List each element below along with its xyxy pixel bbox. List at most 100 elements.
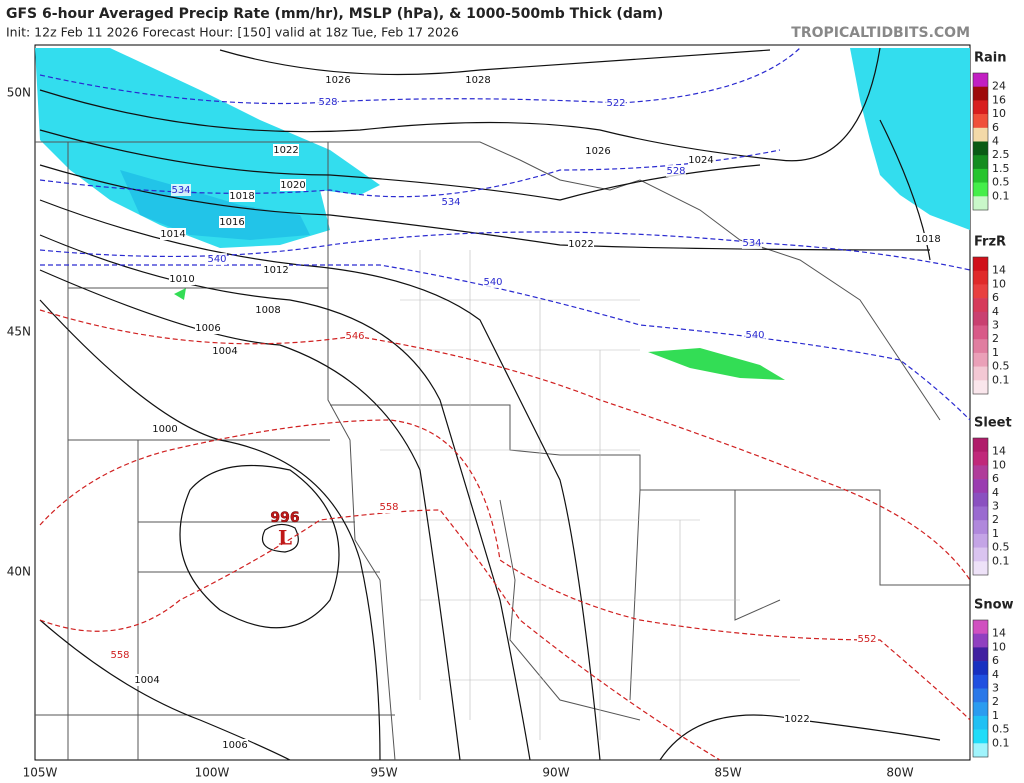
legend-level: 1 xyxy=(992,709,999,722)
legend-level: 2 xyxy=(992,332,999,345)
borders xyxy=(35,141,970,761)
thickness-label-bg xyxy=(666,165,686,177)
legend-swatch xyxy=(973,661,988,676)
legend-frame xyxy=(972,72,989,211)
legend-level: 6 xyxy=(992,291,999,304)
isobar-label: 1004 xyxy=(134,675,159,686)
thickness-label-bg xyxy=(441,196,461,208)
thickness-label-bg xyxy=(606,97,626,109)
legend-level: 1 xyxy=(992,346,999,359)
legend-swatch xyxy=(973,284,988,299)
legend-level: 0.1 xyxy=(992,373,1010,386)
legend-swatch xyxy=(973,506,988,521)
legend-title: Sleet xyxy=(974,416,1012,431)
legend-level: 2 xyxy=(992,513,999,526)
legend-level: 10 xyxy=(992,640,1006,653)
isobar-label: 1020 xyxy=(280,180,305,191)
legend-swatch xyxy=(973,647,988,662)
legend-level: 1 xyxy=(992,527,999,540)
legend-swatch xyxy=(973,451,988,466)
thickness-label-bg xyxy=(483,276,503,288)
legend-swatch xyxy=(973,688,988,703)
thickness-label: 534 xyxy=(441,197,460,208)
longitude-label: 85W xyxy=(714,766,741,780)
legend-level: 3 xyxy=(992,319,999,332)
latitude-label: 50N xyxy=(7,86,31,100)
longitude-label: 100W xyxy=(195,766,230,780)
rain-spot xyxy=(174,288,186,300)
legend-level: 6 xyxy=(992,654,999,667)
longitude-label: 105W xyxy=(23,766,58,780)
low-pressure-symbol: L xyxy=(278,526,292,550)
thickness-label: 540 xyxy=(745,330,764,341)
isobar-label-bg xyxy=(255,304,281,316)
isobar-label-bg xyxy=(280,179,306,191)
map-area: 50N 45N 40N 105W 100W 95W 90W 85W 80W 1026 1028 102… xyxy=(7,44,971,780)
legend-swatch xyxy=(973,141,988,156)
legend-level: 2.5 xyxy=(992,148,1010,161)
legend-swatch xyxy=(973,492,988,507)
isobar-label: 1016 xyxy=(219,217,244,228)
legend-swatch xyxy=(973,298,988,313)
legend-level: 4 xyxy=(992,305,999,318)
latitude-label: 45N xyxy=(7,325,31,339)
thickness-label: 534 xyxy=(742,238,761,249)
isobar-label: 1010 xyxy=(169,274,194,285)
isobar-label: 1012 xyxy=(263,265,288,276)
rain-area xyxy=(850,48,970,230)
site-credit: TROPICALTIDBITS.COM xyxy=(791,25,970,41)
legend-swatch xyxy=(973,633,988,648)
legend-level: 6 xyxy=(992,121,999,134)
legend-level: 0.5 xyxy=(992,541,1010,554)
low-pressure-value: 996 xyxy=(270,510,299,526)
legend-swatch xyxy=(973,380,988,395)
legend-level: 4 xyxy=(992,668,999,681)
county-lines xyxy=(380,250,800,740)
legend-level: 0.5 xyxy=(992,360,1010,373)
legend: Rain241610642.51.50.50.1FrzR1410643210.5… xyxy=(972,51,1014,758)
isobar-label-bg xyxy=(688,154,714,166)
isobar-label: 1018 xyxy=(915,234,940,245)
legend-frame xyxy=(972,256,989,395)
legend-level: 3 xyxy=(992,500,999,513)
legend-swatch xyxy=(973,196,988,211)
legend-swatch xyxy=(973,352,988,367)
legend-swatch xyxy=(973,257,988,271)
legend-swatch xyxy=(973,73,988,87)
longitude-label: 80W xyxy=(886,766,913,780)
isobar-label-bg xyxy=(263,264,289,276)
legend-swatch xyxy=(973,465,988,480)
legend-swatch xyxy=(973,715,988,730)
isobar-label: 1008 xyxy=(255,305,280,316)
thickness-label-bg xyxy=(379,501,399,513)
longitude-label: 95W xyxy=(370,766,397,780)
isobar-label-bg xyxy=(222,739,248,751)
isobar-label-bg xyxy=(915,233,941,245)
isobar-label-bg xyxy=(465,74,491,86)
legend-swatch xyxy=(973,100,988,115)
thickness-label-bg xyxy=(745,329,765,341)
legend-swatch xyxy=(973,155,988,170)
thickness-label-bg xyxy=(171,184,191,196)
isobar-label: 1006 xyxy=(222,740,247,751)
legend-level: 14 xyxy=(992,445,1006,458)
thickness-label-bg xyxy=(742,237,762,249)
legend-swatch xyxy=(973,366,988,381)
legend-swatch xyxy=(973,270,988,285)
legend-swatch xyxy=(973,479,988,494)
isobar-label: 1026 xyxy=(325,75,350,86)
legend-level: 3 xyxy=(992,682,999,695)
thickness-label: 522 xyxy=(606,98,625,109)
legend-swatch xyxy=(973,114,988,129)
thickness-label: 534 xyxy=(171,185,190,196)
isobar-label: 1006 xyxy=(195,323,220,334)
legend-swatch xyxy=(973,127,988,142)
isobar-label-bg xyxy=(229,190,255,202)
legend-title: Snow xyxy=(974,598,1014,613)
isobar-label: 1000 xyxy=(152,424,177,435)
legend-swatch xyxy=(973,547,988,562)
legend-swatch xyxy=(973,561,988,576)
legend-level: 24 xyxy=(992,80,1006,93)
isobar-label-bg xyxy=(219,216,245,228)
